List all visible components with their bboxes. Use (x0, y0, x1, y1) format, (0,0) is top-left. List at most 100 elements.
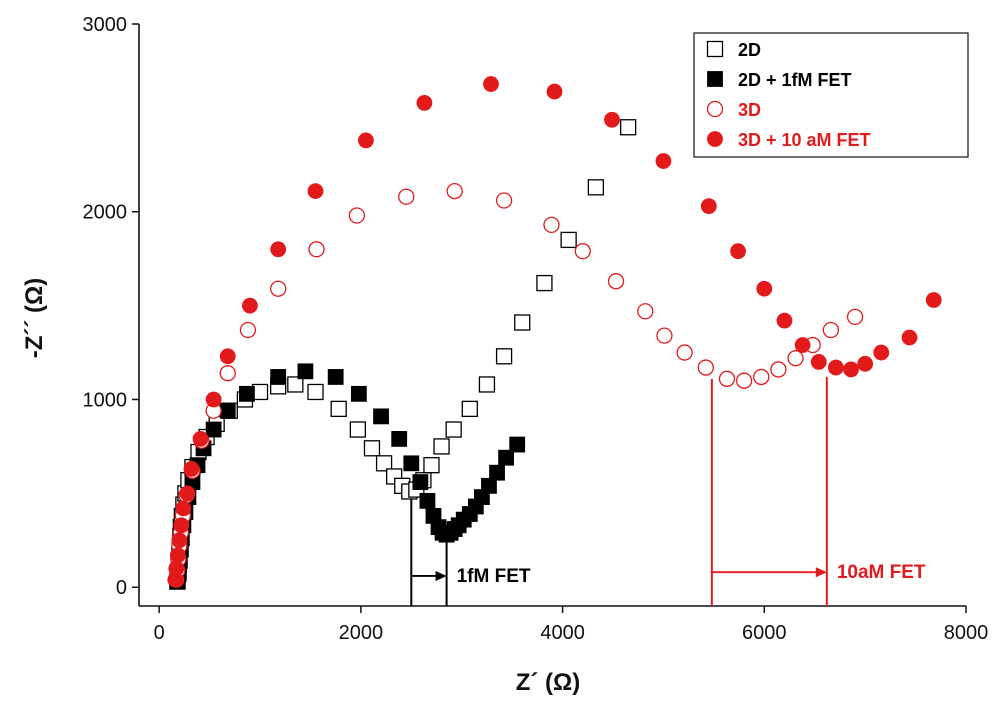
data-point (756, 280, 773, 297)
data-point (546, 83, 563, 100)
x-tick-label: 0 (154, 622, 165, 644)
legend-marker (706, 40, 724, 58)
data-point (358, 132, 374, 149)
data-point (787, 350, 804, 367)
data-point (192, 431, 209, 447)
data-point (637, 303, 654, 320)
plot-frame (138, 24, 966, 607)
data-point (776, 312, 793, 329)
data-point (171, 532, 188, 549)
data-point (363, 440, 381, 457)
data-point (481, 477, 497, 494)
legend: 2D 2D + 1fM FET 3D 3D + 10 aM FET (693, 32, 969, 158)
y-tick-label: 1000 (83, 389, 128, 411)
data-point (925, 292, 942, 308)
legend-marker (707, 131, 723, 147)
legend-items: 2D 2D + 1fM FET 3D 3D + 10 aM FET (706, 40, 871, 150)
data-point (873, 344, 890, 361)
legend-marker (707, 71, 723, 87)
x-tick-label: 4000 (540, 622, 585, 644)
legend-marker (706, 100, 724, 118)
data-point (901, 329, 918, 346)
data-point (604, 111, 620, 128)
data-point (489, 464, 505, 481)
data-point (543, 216, 560, 234)
data-point (239, 385, 255, 402)
data-point (619, 119, 637, 136)
data-point (219, 348, 236, 365)
data-point (495, 192, 513, 209)
series-2 (169, 363, 526, 590)
data-point (656, 327, 673, 344)
data-point (478, 376, 496, 393)
data-point (205, 391, 222, 408)
data-point (676, 344, 693, 361)
legend-box (693, 32, 969, 158)
data-point (398, 188, 415, 205)
data-point (168, 560, 185, 577)
y-tick-label: 3000 (83, 14, 128, 36)
y-ticks: 0 1000 2000 3000 (83, 14, 139, 599)
annotation-label: 10aM FET (837, 562, 926, 583)
data-point (219, 365, 236, 382)
data-point (433, 438, 450, 455)
data-point (770, 361, 787, 378)
data-point (169, 547, 186, 564)
data-point (205, 421, 222, 438)
data-point (239, 321, 257, 339)
annotations: 1fM FET 10aM FET (410, 376, 926, 606)
data-point (697, 359, 714, 376)
data-point (330, 400, 347, 418)
data-point (735, 372, 753, 389)
data-point (173, 517, 190, 534)
data-point (179, 485, 196, 502)
data-point (412, 474, 429, 490)
data-point (498, 449, 515, 466)
data-point (514, 314, 531, 331)
data-point (574, 243, 591, 260)
data-point (700, 198, 717, 215)
data-point (794, 337, 811, 353)
data-point (297, 363, 314, 380)
data-point (307, 183, 324, 199)
data-point (827, 359, 844, 376)
x-tick-label: 2000 (339, 622, 384, 644)
data-point (655, 153, 672, 169)
data-point (270, 369, 287, 385)
data-point (391, 431, 408, 447)
x-ticks: 0 2000 4000 6000 8000 (154, 606, 989, 644)
data-point (495, 348, 513, 365)
data-point (536, 274, 553, 292)
data-point (308, 241, 325, 258)
data-point (423, 457, 440, 474)
series-layer (167, 76, 942, 590)
data-point (509, 436, 526, 453)
data-point (287, 376, 304, 393)
data-point (560, 231, 577, 249)
data-point (416, 94, 433, 111)
data-point (183, 461, 200, 477)
y-axis-title: -Z´´ (Ω) (21, 278, 48, 359)
data-point (857, 355, 874, 372)
data-point (350, 385, 367, 402)
data-point (587, 179, 605, 196)
data-point (327, 369, 344, 385)
data-point (373, 408, 389, 425)
data-point (219, 402, 236, 419)
legend-label: 3D (738, 100, 761, 120)
x-tick-label: 8000 (944, 622, 989, 644)
data-point (718, 370, 736, 387)
annotation-group: 10aM FET (710, 376, 926, 606)
data-point (349, 421, 367, 438)
series-4 (167, 76, 942, 588)
data-point (419, 492, 436, 509)
legend-label: 3D + 10 aM FET (738, 130, 871, 150)
y-tick-label: 0 (116, 577, 127, 599)
data-point (483, 76, 499, 92)
data-point (607, 273, 625, 290)
legend-label: 2D + 1fM FET (738, 70, 852, 90)
data-point (242, 297, 258, 314)
data-point (846, 308, 864, 326)
x-tick-label: 6000 (742, 622, 787, 644)
